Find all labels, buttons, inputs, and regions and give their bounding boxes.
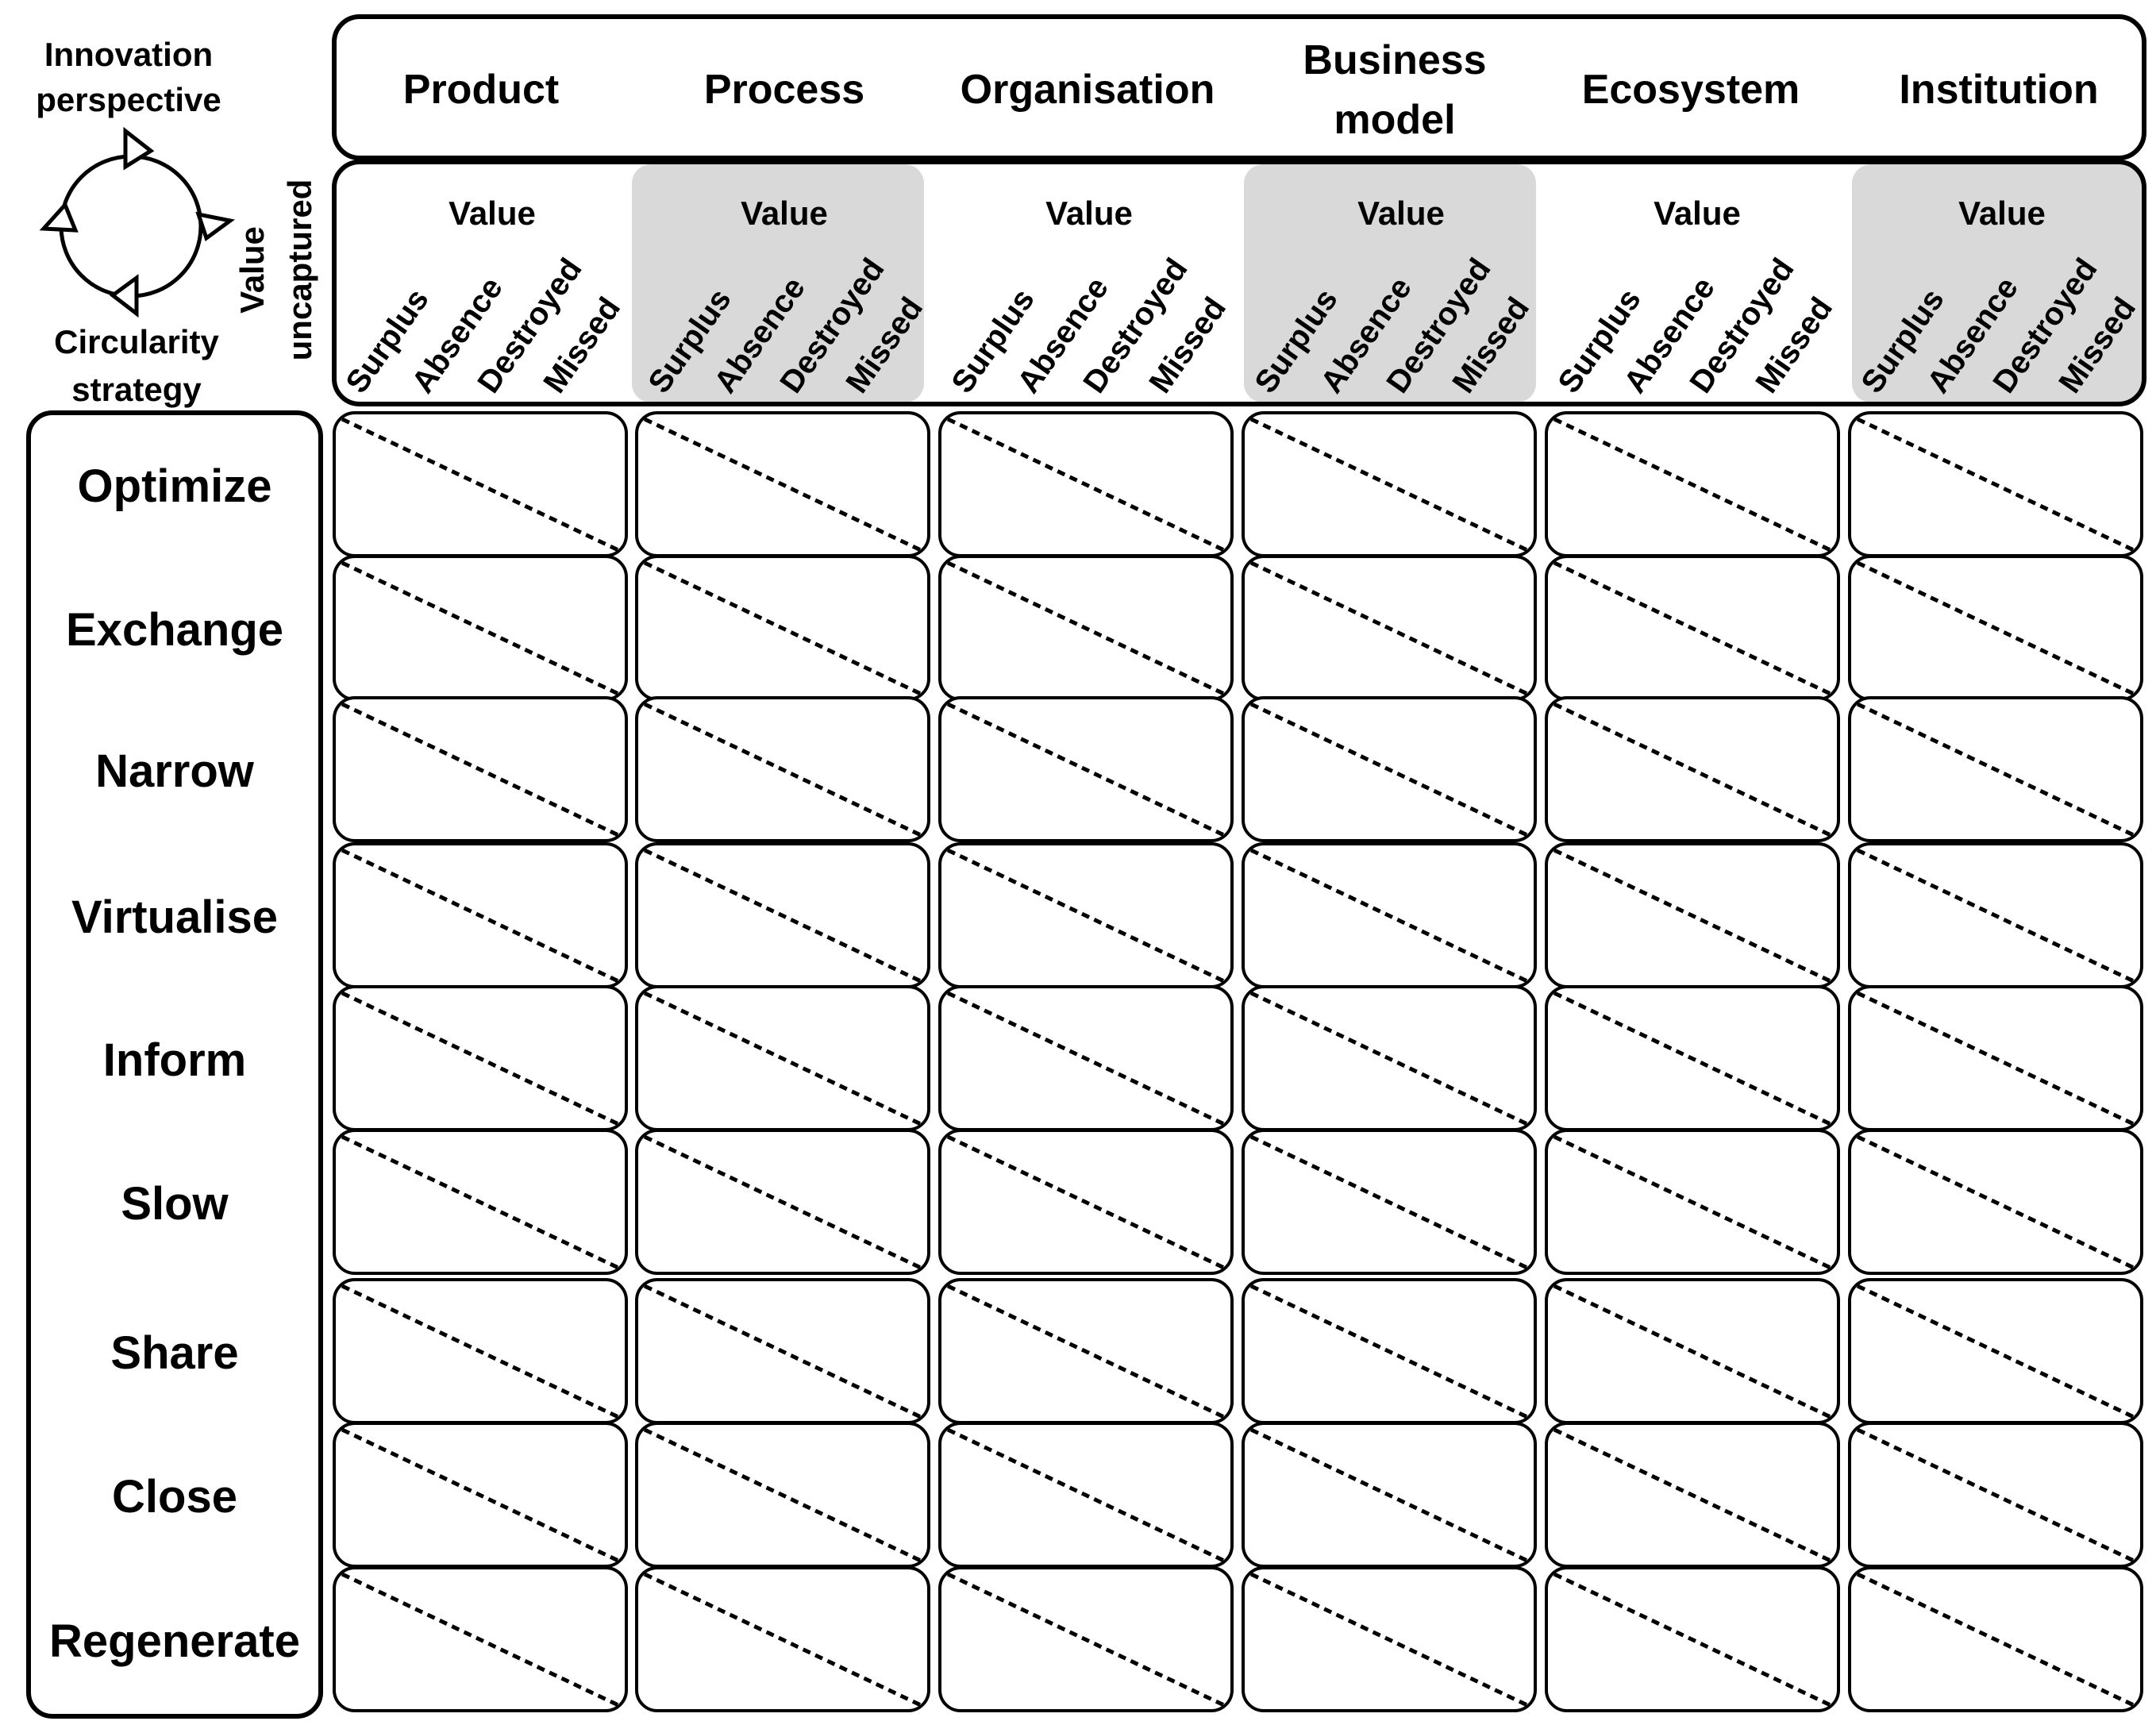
cell-diagonal [1856,991,2137,1127]
cell-diagonal [1553,1134,1834,1271]
legend-top-line1: Innovation [44,36,213,73]
cell-diagonal [1856,1572,2137,1708]
strategy-label: Narrow [95,745,255,797]
cell-diagonal [643,560,924,697]
cell-diagonal [1249,702,1530,838]
cell-diagonal [1553,1572,1834,1708]
cell-diagonal [1856,560,2137,697]
cell-diagonal [643,417,924,553]
cell-diagonal [643,1134,924,1271]
strategy-label: Share [110,1327,238,1379]
cell-diagonal [1249,1284,1530,1420]
cell-diagonal [643,848,924,984]
value-label: Value [1654,194,1741,232]
value-label: Value [449,194,536,232]
perspective-header: Process [704,67,864,113]
cell-diagonal [643,1427,924,1564]
cell-diagonal [946,1134,1227,1271]
value-header-frame [332,160,2146,406]
perspective-header: Product [403,67,559,113]
cell-diagonal [341,702,622,838]
cell-diagonal [643,1284,924,1420]
value-uncaptured-line2: uncaptured [281,179,318,361]
cell-diagonal [1856,848,2137,984]
value-label: Value [741,194,828,232]
value-column-shade [1852,164,2144,402]
cell-diagonal [946,991,1227,1127]
cell-diagonal [946,1427,1227,1564]
cell-diagonal [1249,1572,1530,1708]
cell-diagonal [1553,560,1834,697]
perspective-header-frame [332,14,2146,160]
value-label: Value [1357,194,1445,232]
cell-diagonal [341,560,622,697]
strategy-label: Inform [103,1034,246,1086]
cell-diagonal [946,560,1227,697]
cell-diagonal [643,702,924,838]
strategy-label: Slow [121,1178,229,1230]
cell-diagonal [341,1134,622,1271]
strategy-label: Virtualise [71,891,278,943]
cell-diagonal [341,417,622,553]
value-uncaptured-line1: Value [233,226,271,314]
cell-diagonal [341,1284,622,1420]
cell-diagonal [946,1284,1227,1420]
cell-diagonal [1553,1284,1834,1420]
perspective-header: Organisation [961,67,1215,113]
perspective-header: Business [1303,37,1486,83]
cell-diagonal [946,417,1227,553]
cell-diagonal [1553,417,1834,553]
cell-diagonal [1856,417,2137,553]
strategy-label: Exchange [66,604,283,656]
cell-diagonal [1553,1427,1834,1564]
strategy-frame [26,410,323,1719]
cell-diagonal [1249,417,1530,553]
cell-diagonal [1856,1284,2137,1420]
cell-diagonal [946,1572,1227,1708]
value-label: Value [1958,194,2046,232]
cell-diagonal [1553,848,1834,984]
cell-diagonal [1249,1427,1530,1564]
strategy-label: Optimize [78,460,272,512]
cell-diagonal [643,991,924,1127]
cell-diagonal [1856,1427,2137,1564]
legend-bottom-line2: strategy [71,371,202,408]
cell-diagonal [946,702,1227,838]
cell-diagonal [1249,1134,1530,1271]
cell-diagonal [643,1572,924,1708]
cell-diagonal [341,991,622,1127]
circular-arrows-icon [39,126,236,318]
value-column-shade [632,164,924,402]
value-column-shade [1244,164,1536,402]
cell-diagonal [1856,702,2137,838]
cell-diagonal [1249,560,1530,697]
strategy-label: Close [112,1471,237,1523]
legend-bottom-line1: Circularity [54,323,219,360]
cell-diagonal [1856,1134,2137,1271]
legend-top-line2: perspective [36,81,221,118]
perspective-header: Institution [1899,67,2098,113]
perspective-header: Ecosystem [1582,67,1800,113]
cell-diagonal [341,1572,622,1708]
cell-diagonal [341,1427,622,1564]
cell-diagonal [1553,991,1834,1127]
perspective-header-line2: model [1334,97,1455,143]
cell-diagonal [341,848,622,984]
cell-diagonal [946,848,1227,984]
cell-diagonal [1249,991,1530,1127]
legend: Innovation perspective Circularity strat… [36,36,236,408]
cell-diagonal [1553,702,1834,838]
value-label: Value [1045,194,1133,232]
strategy-label: Regenerate [49,1615,300,1667]
cell-diagonal [1249,848,1530,984]
